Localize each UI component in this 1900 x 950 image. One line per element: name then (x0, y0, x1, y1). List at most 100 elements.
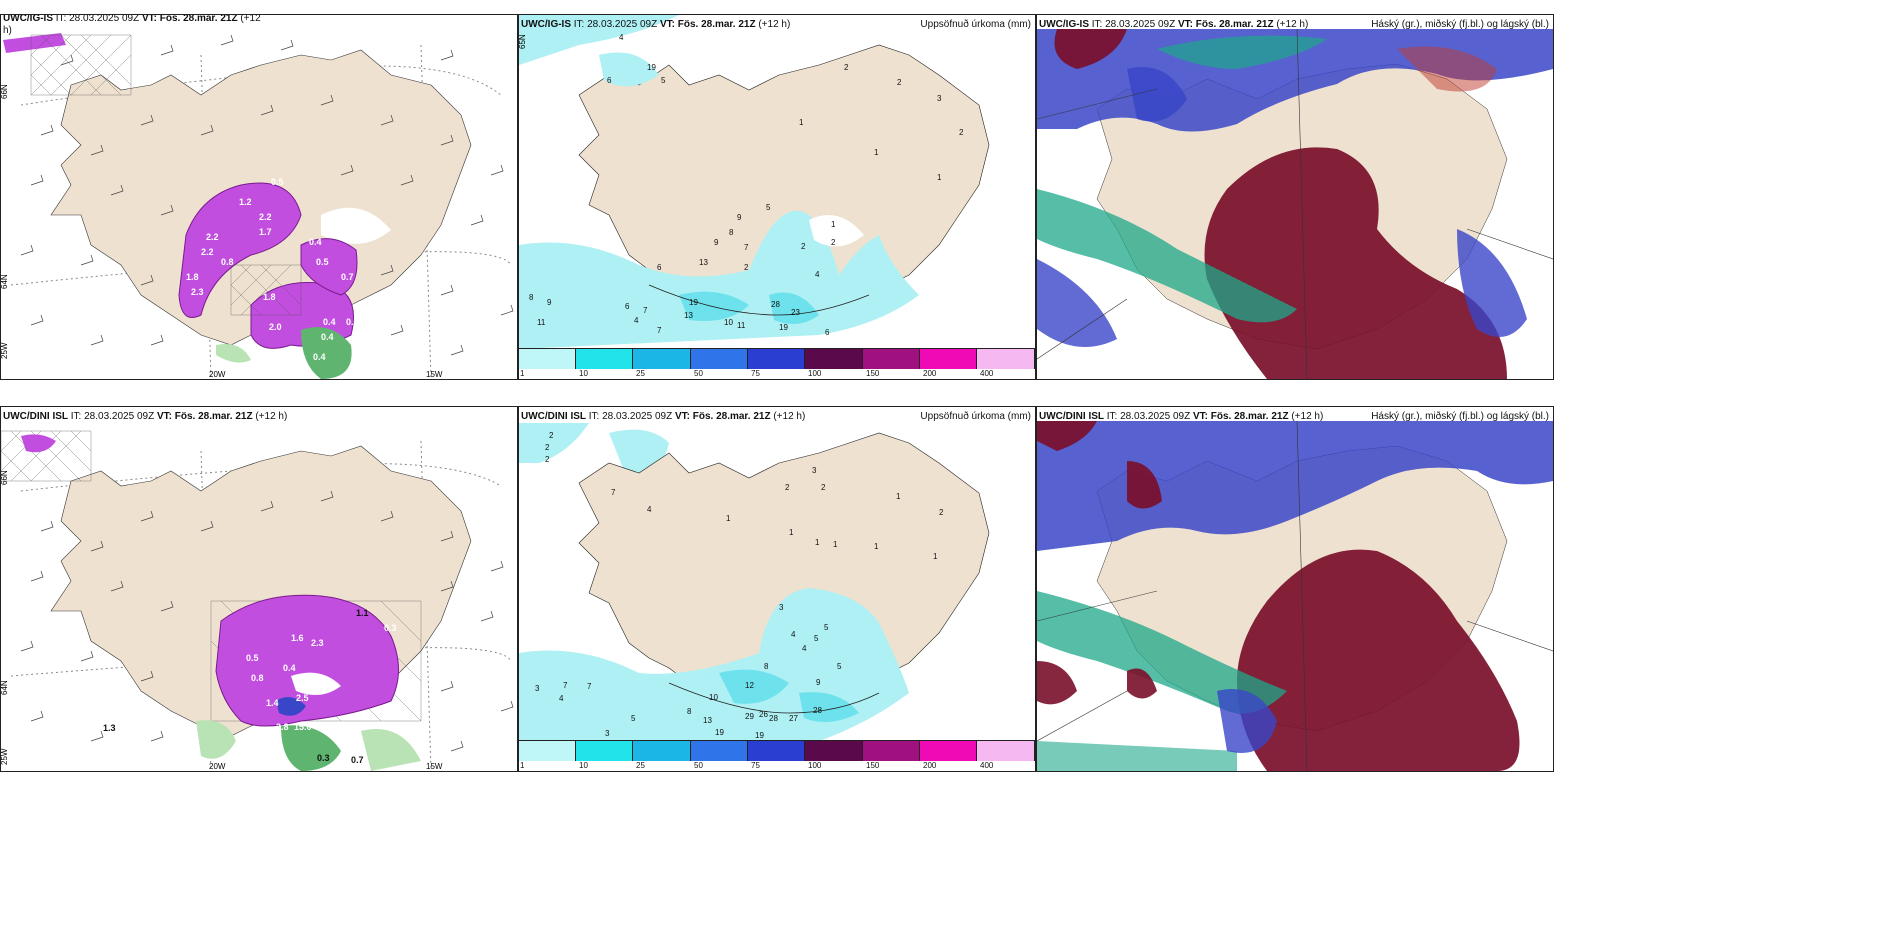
svg-text:5: 5 (661, 76, 666, 85)
svg-text:9: 9 (714, 238, 719, 247)
panel-title: UWC/DINI ISL IT: 28.03.2025 09Z VT: Fös.… (521, 411, 806, 422)
colorbar-swatch (920, 349, 977, 369)
svg-text:2.2: 2.2 (201, 247, 214, 257)
wind-value-labels: 1.6 2.3 0.5 0.4 0.8 1.4 2.5 3.8 15.0 0.8… (103, 608, 397, 765)
svg-text:11: 11 (737, 321, 746, 330)
svg-text:0.5: 0.5 (316, 257, 329, 267)
svg-text:1: 1 (933, 552, 938, 561)
lon-label: 25W (1, 342, 9, 359)
svg-text:1.7: 1.7 (259, 227, 272, 237)
svg-text:28: 28 (771, 300, 780, 309)
panel-igis-wind: UWC/IG-IS IT: 28.03.2025 09Z VT: Fös. 28… (0, 14, 518, 380)
svg-text:1.3: 1.3 (103, 723, 116, 733)
colorbar-swatch (576, 349, 633, 369)
svg-text:0.7: 0.7 (351, 755, 364, 765)
svg-text:7: 7 (744, 243, 749, 252)
panel-igis-precip: UWC/IG-IS IT: 28.03.2025 09Z VT: Fös. 28… (518, 14, 1036, 380)
svg-text:2.2: 2.2 (259, 212, 272, 222)
colorbar: 1 10 25 50 75 100 150 200 400 (519, 348, 1035, 379)
precip-value-labels: 4 19 6 5 2 2 3 2 1 1 1 9 8 9 7 5 6 13 2 … (529, 33, 964, 337)
colorbar: 1 10 25 50 75 100 150 200 400 (519, 740, 1035, 771)
svg-text:3.8: 3.8 (276, 722, 289, 732)
svg-text:0.3: 0.3 (317, 753, 330, 763)
svg-text:8: 8 (729, 228, 734, 237)
panel-field-label: Háský (gr.), miðský (fj.bl.) og lágský (… (1371, 19, 1549, 30)
lat-label: 64N (1, 680, 9, 695)
svg-text:2: 2 (545, 443, 550, 452)
svg-text:6: 6 (625, 302, 630, 311)
colorbar-swatch (863, 741, 920, 761)
svg-text:1: 1 (831, 220, 836, 229)
colorbar-swatch (977, 349, 1035, 369)
panel-field-label: Uppsöfnuð úrkoma (mm) (920, 411, 1031, 422)
svg-text:1.8: 1.8 (186, 272, 199, 282)
svg-text:1: 1 (799, 118, 804, 127)
precip-map: 4 19 6 5 2 2 3 2 1 1 1 9 8 9 7 5 6 13 2 … (519, 15, 1035, 349)
svg-text:1: 1 (874, 542, 879, 551)
svg-text:5: 5 (631, 714, 636, 723)
panel-title: UWC/DINI ISL IT: 28.03.2025 09Z VT: Fös.… (3, 411, 288, 422)
svg-text:0.8: 0.8 (346, 726, 359, 736)
svg-text:0.2: 0.2 (346, 317, 359, 327)
lon-label: 20W (209, 762, 226, 771)
svg-text:2.0: 2.0 (269, 322, 282, 332)
svg-text:1.4: 1.4 (266, 698, 279, 708)
colorbar-swatch (691, 741, 748, 761)
wind-value-labels: 1.2 2.2 1.7 2.2 2.2 0.8 1.8 2.3 0.5 0.4 … (186, 177, 359, 362)
svg-text:5: 5 (766, 203, 771, 212)
svg-text:2: 2 (801, 242, 806, 251)
lat-label: 65N (519, 34, 527, 49)
svg-text:2: 2 (821, 483, 826, 492)
panel-title: UWC/IG-IS IT: 28.03.2025 09Z VT: Fös. 28… (521, 19, 791, 30)
svg-text:9: 9 (816, 678, 821, 687)
svg-text:0.8: 0.8 (251, 673, 264, 683)
colorbar-swatch (748, 741, 805, 761)
svg-text:5: 5 (837, 662, 842, 671)
svg-text:23: 23 (791, 308, 800, 317)
svg-text:4: 4 (815, 270, 820, 279)
svg-text:0.4: 0.4 (313, 352, 326, 362)
svg-text:10: 10 (709, 693, 718, 702)
panel-dini-precip: UWC/DINI ISL IT: 28.03.2025 09Z VT: Fös.… (518, 406, 1036, 772)
svg-text:1.1: 1.1 (356, 608, 369, 618)
svg-text:0.4: 0.4 (321, 332, 334, 342)
svg-text:11: 11 (537, 318, 546, 327)
svg-text:8: 8 (764, 662, 769, 671)
svg-text:12: 12 (745, 681, 754, 690)
svg-text:6: 6 (607, 76, 612, 85)
cloud-map (1037, 29, 1553, 379)
svg-text:0.8: 0.8 (221, 257, 234, 267)
snow-region (215, 594, 399, 727)
svg-text:2.3: 2.3 (311, 638, 324, 648)
svg-text:2: 2 (897, 78, 902, 87)
svg-text:0.3: 0.3 (384, 623, 397, 633)
svg-text:9: 9 (547, 298, 552, 307)
svg-text:6: 6 (825, 328, 830, 337)
wind-map: 1.2 2.2 1.7 2.2 2.2 0.8 1.8 2.3 0.5 0.4 … (1, 15, 517, 379)
svg-text:8: 8 (529, 293, 534, 302)
svg-text:19: 19 (689, 298, 698, 307)
svg-text:0.4: 0.4 (283, 663, 296, 673)
lon-label: 15W (426, 762, 443, 771)
svg-text:4: 4 (619, 33, 624, 42)
lon-label: 20W (209, 370, 226, 379)
svg-text:5: 5 (824, 623, 829, 632)
precip-value-labels: 2 2 2 7 4 3 2 2 1 1 1 1 1 2 1 1 3 5 4 4 … (535, 431, 944, 740)
svg-text:2: 2 (844, 63, 849, 72)
svg-text:6: 6 (657, 263, 662, 272)
colorbar-swatch (633, 741, 691, 761)
svg-text:26: 26 (759, 710, 768, 719)
svg-text:0.4: 0.4 (309, 237, 322, 247)
svg-text:3: 3 (779, 603, 784, 612)
svg-text:1.8: 1.8 (263, 292, 276, 302)
cloud-high (1237, 549, 1520, 771)
svg-text:13: 13 (684, 311, 693, 320)
svg-text:2.2: 2.2 (206, 232, 219, 242)
panel-title: UWC/IG-IS IT: 28.03.2025 09Z VT: Fös. 28… (3, 14, 261, 36)
colorbar-swatch (519, 349, 576, 369)
svg-text:2.5: 2.5 (296, 693, 309, 703)
svg-text:7: 7 (611, 488, 616, 497)
panel-title: UWC/DINI ISL IT: 28.03.2025 09Z VT: Fös.… (1039, 411, 1324, 422)
precip-map: 2 2 2 7 4 3 2 2 1 1 1 1 1 2 1 1 3 5 4 4 … (519, 423, 1035, 741)
cloud-low (1037, 591, 1287, 714)
